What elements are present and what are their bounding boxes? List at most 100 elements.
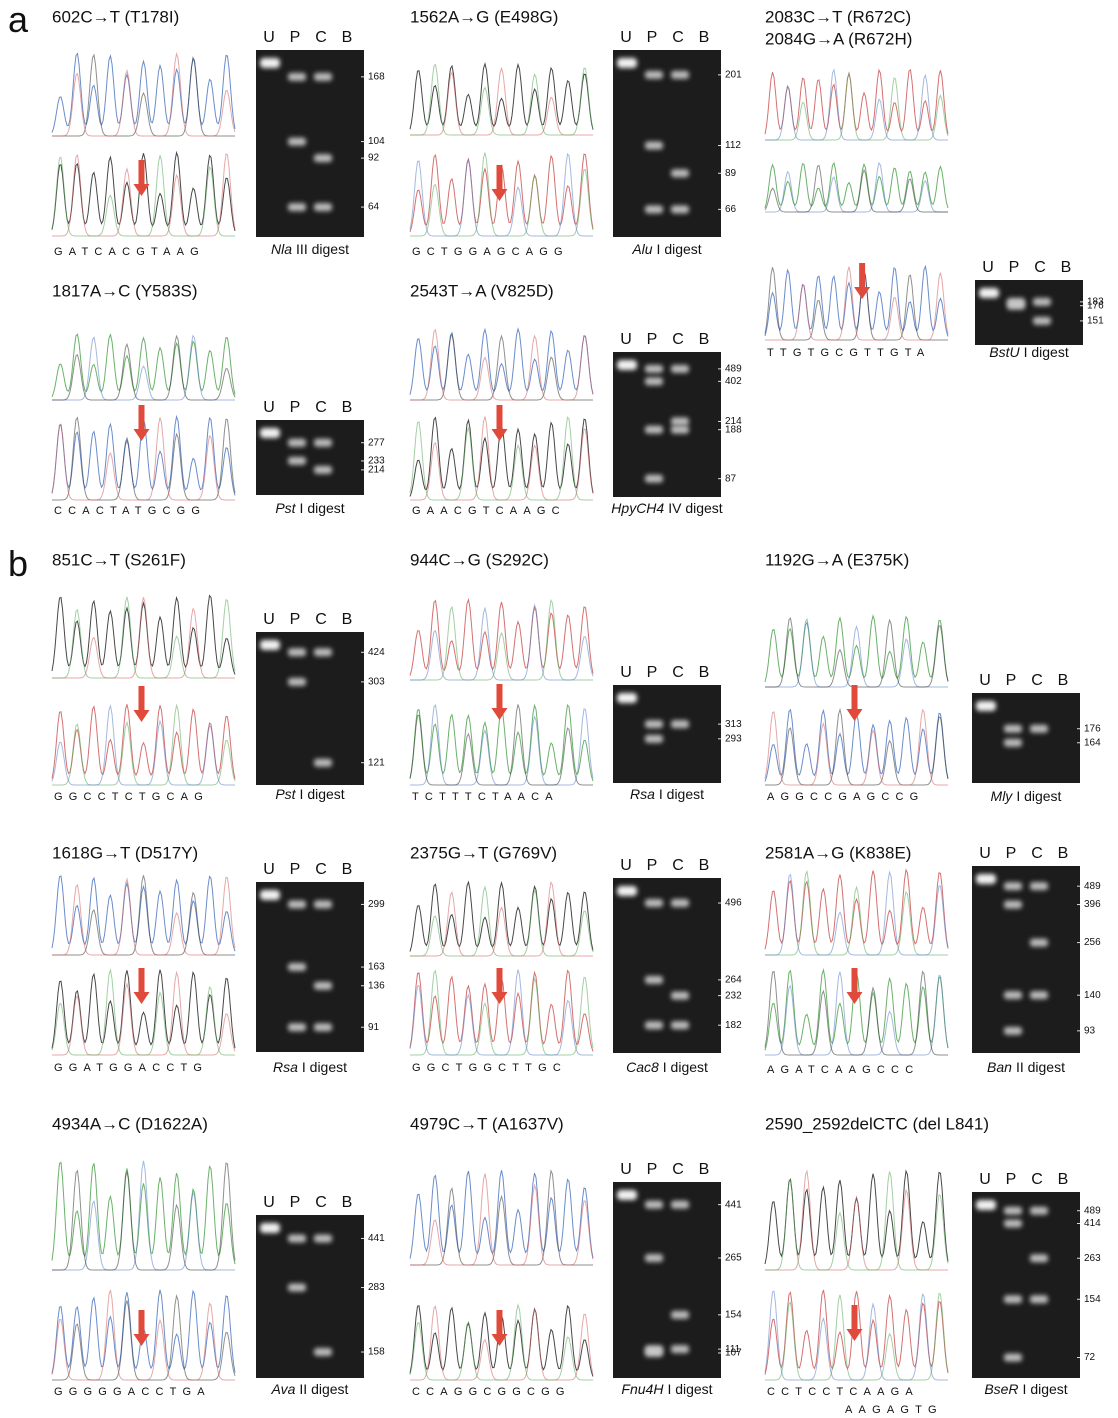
size-label: 496 — [725, 898, 742, 909]
band — [617, 58, 637, 68]
arrow-shaft — [139, 160, 145, 186]
digest-suffix: I digest — [657, 241, 702, 257]
lane-label: P — [647, 664, 658, 681]
band — [645, 976, 663, 984]
size-label: 188 — [725, 424, 742, 435]
digest-suffix: II digest — [1016, 1059, 1065, 1075]
arrow-head — [847, 709, 863, 721]
size-label: 92 — [368, 153, 380, 164]
trace — [765, 70, 948, 134]
enzyme-name: Rsa — [273, 1059, 298, 1075]
size-label: 168 — [368, 71, 385, 82]
band — [1004, 1027, 1022, 1035]
enzyme-name: Fnu4H — [621, 1381, 664, 1397]
lane-label: C — [315, 1194, 327, 1211]
band — [645, 365, 663, 373]
gel — [256, 882, 364, 1052]
size-label: 107 — [725, 1348, 742, 1359]
mutation-title: 1562A→G (E498G) — [410, 7, 558, 26]
sequence: GATCACGTAAG — [54, 246, 205, 258]
arrow-head — [134, 429, 150, 441]
trace — [765, 1171, 948, 1270]
band — [645, 720, 663, 728]
digest-suffix: IV digest — [668, 500, 723, 516]
digest-suffix: I digest — [300, 500, 345, 516]
lane-label: C — [1031, 672, 1043, 689]
band — [260, 58, 280, 68]
lane-label: U — [263, 861, 275, 878]
lane-label: P — [1006, 1171, 1017, 1188]
gel — [256, 632, 364, 785]
size-label: 104 — [368, 136, 385, 147]
lane-label: B — [1058, 845, 1069, 862]
size-label: 89 — [725, 168, 737, 179]
band — [1004, 882, 1022, 890]
band — [645, 142, 663, 150]
arrow-head — [847, 1329, 863, 1341]
lane-label: C — [672, 857, 684, 874]
size-label: 424 — [368, 647, 385, 658]
enzyme-name: Ava — [271, 1381, 296, 1397]
trace — [765, 266, 948, 336]
band — [288, 138, 306, 146]
panel-label: a — [8, 0, 29, 40]
size-label: 163 — [368, 962, 385, 973]
size-label: 396 — [1084, 899, 1101, 910]
band — [645, 71, 663, 79]
band — [1030, 725, 1048, 733]
sequence: TCTTTCTAACA — [412, 791, 559, 803]
size-label: 313 — [725, 719, 742, 730]
trace — [410, 330, 593, 400]
size-label: 232 — [725, 990, 742, 1001]
trace — [410, 882, 593, 951]
sequence: CCAGGCGGCGG — [412, 1386, 571, 1398]
band — [1004, 1354, 1022, 1362]
size-label: 402 — [725, 376, 742, 387]
sequence: CCTCCTCAAGA — [767, 1386, 919, 1398]
band — [645, 899, 663, 907]
digest-suffix: I digest — [659, 786, 704, 802]
size-label: 414 — [1084, 1218, 1101, 1229]
arrow-head — [134, 992, 150, 1004]
trace — [410, 1170, 593, 1259]
digest-suffix: I digest — [1024, 344, 1069, 360]
band — [1004, 739, 1022, 747]
band — [1030, 1295, 1048, 1303]
band — [1030, 991, 1048, 999]
band — [1030, 1207, 1048, 1215]
size-label: 93 — [1084, 1025, 1096, 1036]
sequence: AGGCCGAGCCG — [767, 791, 924, 803]
lane-label: P — [1009, 259, 1020, 276]
size-label: 489 — [725, 364, 742, 375]
lane-label: C — [1034, 259, 1046, 276]
digest-suffix: III digest — [296, 241, 349, 257]
lane-label: U — [263, 399, 275, 416]
lane-label: P — [647, 1161, 658, 1178]
band — [314, 900, 332, 908]
arrow-shaft — [497, 684, 503, 710]
band — [976, 1200, 996, 1210]
enzyme-name: Cac8 — [626, 1059, 659, 1075]
arrow-shaft — [852, 685, 858, 711]
lane-label: P — [647, 857, 658, 874]
band — [314, 73, 332, 81]
sequence: CCACTATGCGG — [54, 505, 206, 517]
enzyme-name: Mly — [991, 788, 1014, 804]
digest-label: BanII digest — [987, 1059, 1065, 1075]
band — [671, 1201, 689, 1209]
lane-label: U — [620, 857, 632, 874]
arrow-shaft — [497, 165, 503, 191]
band — [314, 982, 332, 990]
digest-suffix: I digest — [300, 786, 345, 802]
band — [671, 365, 689, 373]
lane-label: B — [699, 331, 710, 348]
arrow-shaft — [139, 686, 145, 712]
lane-label: U — [979, 845, 991, 862]
size-label: 303 — [368, 677, 385, 688]
lane-label: U — [263, 29, 275, 46]
band — [671, 417, 689, 425]
enzyme-name: BseR — [984, 1381, 1018, 1397]
size-label: 265 — [725, 1253, 742, 1264]
